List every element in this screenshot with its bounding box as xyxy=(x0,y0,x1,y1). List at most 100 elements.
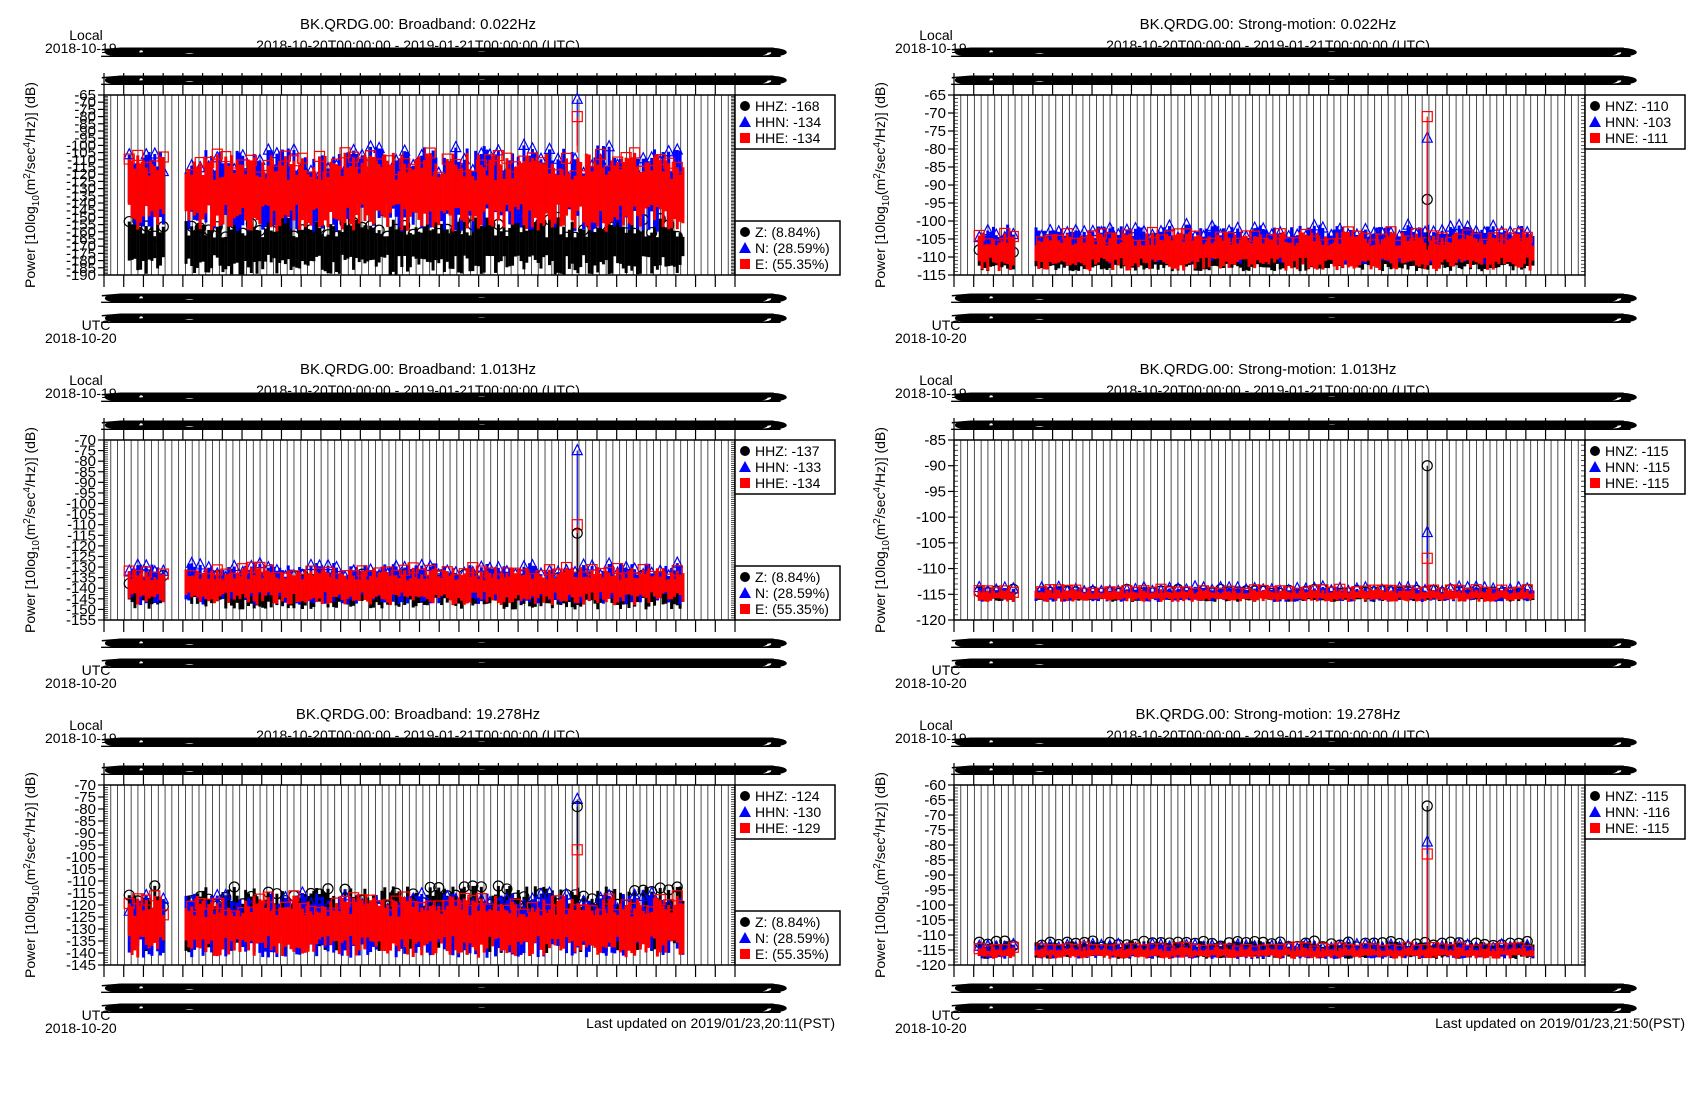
hhn-point xyxy=(185,555,198,568)
plot-frame xyxy=(103,94,736,276)
hnn-point xyxy=(1308,218,1321,231)
psd-panel-1: BK.QRDG.00: Broadband: 0.022Hz 2018-10-20… xyxy=(0,0,850,346)
bottom-tick-labels-1: 1002022223334555678001020304050607080910… xyxy=(94,980,793,996)
x-label-local: Local xyxy=(69,372,102,388)
legend-circle-icon xyxy=(1590,446,1600,456)
hhz-point xyxy=(373,224,385,236)
hne-point xyxy=(999,585,1011,597)
legend-label: HHN: -134 xyxy=(755,114,821,130)
hne-point xyxy=(1368,239,1380,251)
hhn-point xyxy=(262,142,275,155)
x-date-local: 2018-10-19 xyxy=(45,385,117,401)
hne-point xyxy=(1266,586,1278,598)
legend-label: HNN: -103 xyxy=(1605,114,1671,130)
y-tick-label: -95 xyxy=(924,483,946,500)
hnn-point xyxy=(1453,218,1466,231)
hne-point xyxy=(973,585,985,597)
bottom-tick-labels-1: 1002022223334555678001020304050607080910… xyxy=(944,635,1643,651)
hhn-point xyxy=(398,143,411,156)
hnn-point xyxy=(1461,219,1474,232)
y-tick-label: -85 xyxy=(924,432,946,449)
chart-title: BK.QRDG.00: Broadband: 19.278Hz xyxy=(296,706,540,723)
legend-circle-icon xyxy=(1590,101,1600,111)
bottom-tick-labels-utc: 1002022223334555678001020304050607080910… xyxy=(94,655,793,671)
y-tick-label: -90 xyxy=(74,123,96,140)
y-tick-label: -90 xyxy=(74,474,96,491)
hne-point xyxy=(1155,583,1167,595)
y-tick-label: -105 xyxy=(916,231,946,248)
hne-point xyxy=(1197,585,1210,597)
legend-box xyxy=(1584,94,1686,150)
hhe-point xyxy=(296,152,309,164)
hhn-point xyxy=(637,151,650,164)
y-tick-label: -125 xyxy=(66,173,96,190)
legend-square-icon xyxy=(740,604,750,614)
top-tick-labels-local: 1002022223334555678001020304050607080910… xyxy=(94,734,793,750)
legend-square-icon xyxy=(1590,478,1600,488)
hhe-point xyxy=(364,570,377,582)
hne-point xyxy=(1112,586,1124,598)
data-marks xyxy=(123,91,685,275)
hnn-point xyxy=(1461,580,1474,593)
bottom-tick-labels-utc: 1002022223334555678001020304050607080910… xyxy=(944,310,1643,326)
legend-label: HNZ: -110 xyxy=(1605,98,1669,114)
y-axis-label: Power [10log10(m2/sec4/Hz)] (dB) xyxy=(22,427,42,633)
legend-label: HHN: -133 xyxy=(755,459,821,475)
hne-point xyxy=(973,229,985,242)
top-tick-labels-2: 1002022223334555678001020304050607080910… xyxy=(944,72,1643,88)
y-tick-label: -125 xyxy=(66,548,96,565)
hhe-point xyxy=(424,147,436,159)
x-label-utc: UTC xyxy=(82,317,111,333)
y-tick-label: -110 xyxy=(67,517,96,534)
hhn-point xyxy=(449,140,462,153)
hne-point xyxy=(1121,585,1133,597)
hne-point xyxy=(1427,584,1440,596)
x-date-utc: 2018-10-20 xyxy=(45,675,117,691)
legend-box xyxy=(734,220,841,276)
y-tick-label: -95 xyxy=(74,130,96,147)
chart-title: BK.QRDG.00: Strong-motion: 1.013Hz xyxy=(1140,361,1397,378)
y-tick-label: -130 xyxy=(66,921,96,938)
hne-point xyxy=(1266,233,1278,246)
hhe-point xyxy=(132,149,144,162)
legend-label: HHZ: -168 xyxy=(755,98,820,114)
hne-point xyxy=(1061,228,1073,240)
psd-panel-4: BK.QRDG.00: Strong-motion: 1.013Hz 2018-1… xyxy=(850,345,1700,691)
hnn-point xyxy=(1470,224,1483,237)
data-marks xyxy=(973,460,1535,602)
hhn-point xyxy=(148,146,161,159)
bottom-tick-labels-utc: 1002022223334555678001020304050607080910… xyxy=(944,655,1643,671)
hnn-point xyxy=(1248,220,1261,233)
hne-point xyxy=(1007,230,1019,243)
legend-triangle-icon xyxy=(1589,461,1601,472)
hne-point xyxy=(1189,230,1201,242)
hhe-point xyxy=(654,154,666,166)
hnn-point xyxy=(1487,218,1500,231)
y-tick-label: -80 xyxy=(74,453,96,470)
hhn-point xyxy=(330,560,343,573)
hne-point xyxy=(1470,233,1482,245)
y-tick-label: -185 xyxy=(66,260,96,277)
x-label-local: Local xyxy=(919,372,952,388)
hne-point xyxy=(1342,226,1354,238)
hne-point xyxy=(1453,584,1465,597)
top-tick-labels-local: 1002022223334555678001020304050607080910… xyxy=(944,44,1643,60)
hne-point xyxy=(1410,227,1423,240)
hhe-point xyxy=(518,155,530,167)
chart-svg: BK.QRDG.00: Broadband: 0.022Hz 2018-10-20… xyxy=(22,16,841,346)
top-tick-labels-2: 1002022223334555678001020304050607080910… xyxy=(944,417,1643,433)
hhe-point xyxy=(399,564,411,576)
x-label-utc: UTC xyxy=(932,317,961,333)
y-tick-label: -155 xyxy=(66,217,96,234)
hhe-point xyxy=(262,565,274,577)
y-tick-label: -150 xyxy=(66,209,96,226)
hhe-point xyxy=(288,155,300,167)
hhe-point xyxy=(211,564,223,576)
y-tick-label: -165 xyxy=(66,231,96,248)
y-tick-label: -100 xyxy=(66,137,96,154)
hne-point xyxy=(1257,584,1269,597)
hne-point xyxy=(1317,584,1329,596)
hhn-point xyxy=(373,141,386,154)
